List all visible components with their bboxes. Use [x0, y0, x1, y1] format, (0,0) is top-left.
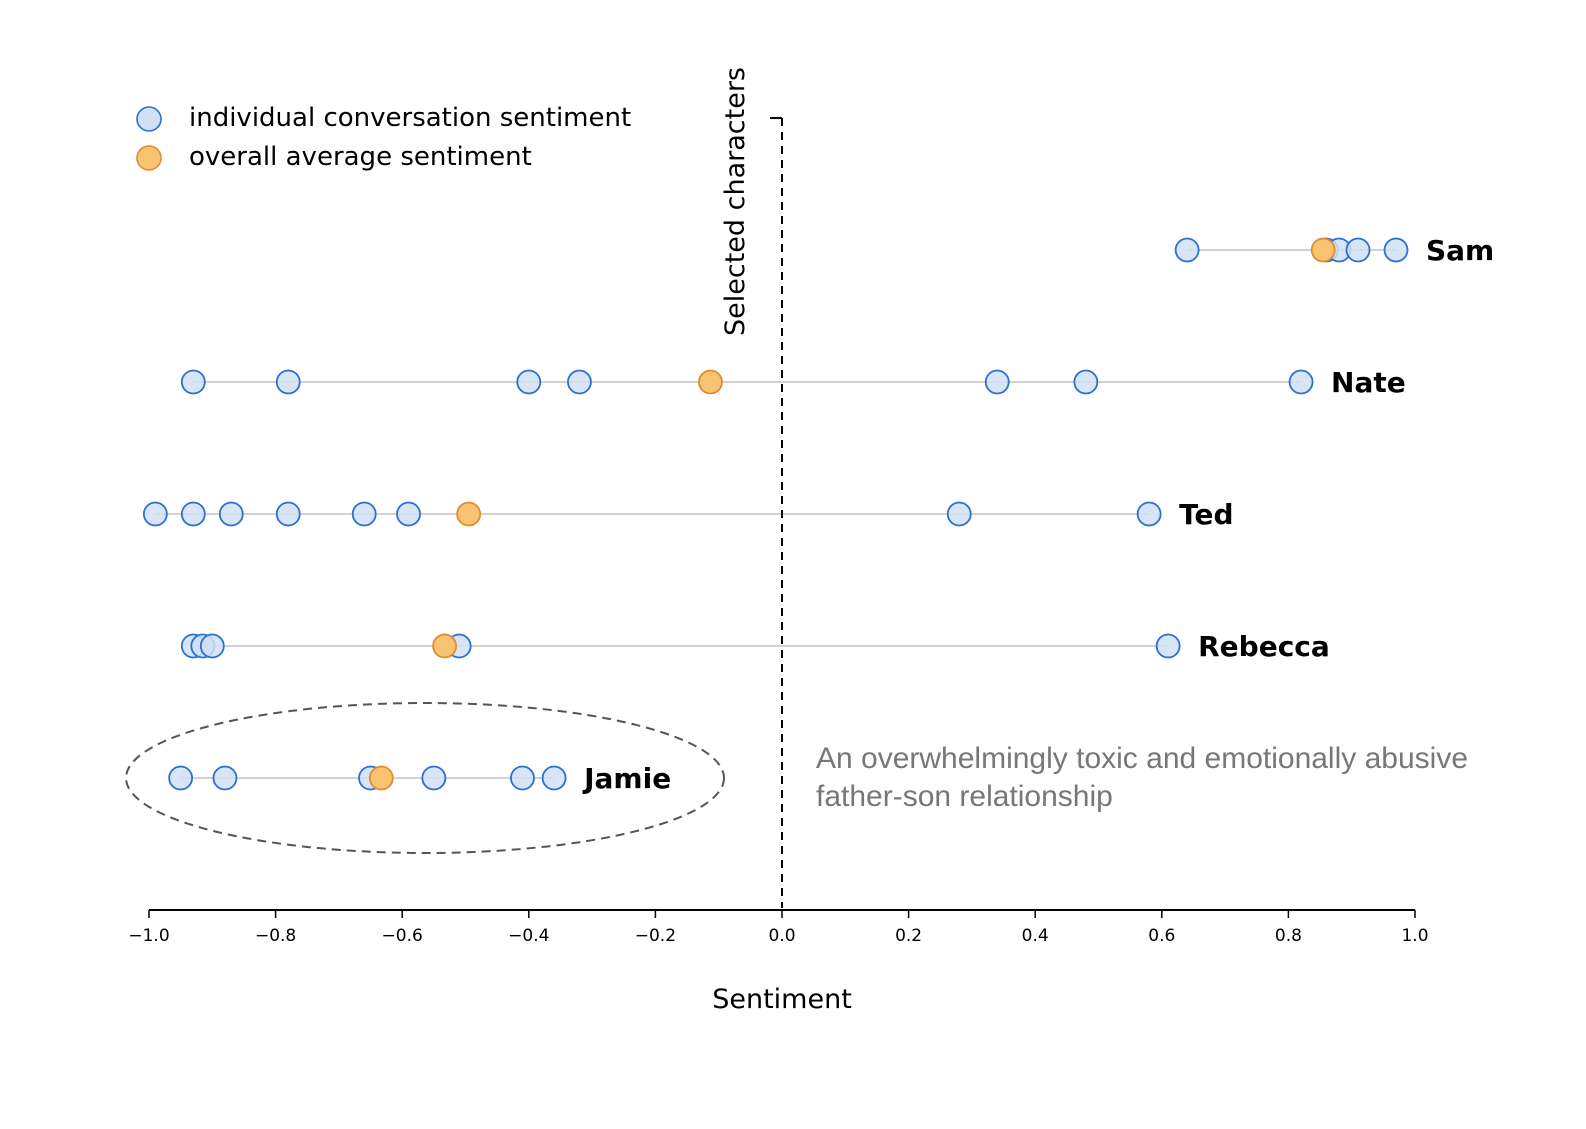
average-point: [1310, 237, 1336, 263]
row-nate: Nate: [180, 366, 1406, 399]
individual-point: [218, 501, 244, 527]
character-label: Sam: [1426, 234, 1494, 267]
average-point: [698, 369, 723, 395]
individual-point: [275, 369, 301, 395]
x-tick-label: 0.2: [895, 926, 922, 946]
individual-point: [1288, 369, 1314, 395]
x-tick-label: −0.8: [255, 926, 296, 946]
x-tick-label: 1.0: [1401, 926, 1428, 946]
x-tick-label: 0.0: [768, 926, 795, 946]
x-tick-label: −0.6: [382, 926, 423, 946]
x-tick-label: −0.2: [635, 926, 676, 946]
individual-point: [421, 765, 447, 791]
character-label: Rebecca: [1198, 630, 1330, 663]
individual-point: [351, 501, 377, 527]
individual-point: [946, 501, 972, 527]
individual-point: [567, 369, 592, 395]
individual-point: [396, 501, 421, 527]
x-axis-title: Sentiment: [712, 984, 852, 1015]
individual-point: [275, 501, 301, 527]
highlight-ellipse: [125, 702, 725, 854]
legend-label-average: overall average sentiment: [189, 142, 532, 172]
legend-marker-average: [136, 145, 162, 171]
x-tick-label: 0.4: [1022, 926, 1049, 946]
individual-point: [541, 765, 567, 791]
character-label: Ted: [1179, 498, 1233, 531]
x-tick-label: −0.4: [508, 926, 549, 946]
row-rebecca: Rebecca: [180, 630, 1330, 663]
x-axis: −1.0 −0.8 −0.6 −0.4 −0.2 0.0 0.2 0.4 0.6 0.8 1.0: [128, 909, 1429, 946]
x-tick-label: 0.8: [1275, 926, 1302, 946]
row-ted: Ted: [142, 498, 1234, 531]
individual-point: [1383, 237, 1409, 263]
legend: individual conversation sentiment overal…: [136, 103, 631, 172]
legend-marker-individual: [136, 106, 162, 132]
row-sam: Sam: [1174, 234, 1494, 267]
individual-point: [510, 765, 535, 791]
reference-line-label: Selected characters: [720, 67, 751, 336]
average-point: [432, 633, 458, 659]
individual-point: [516, 369, 542, 395]
individual-point: [1136, 501, 1162, 527]
character-rows: Sam Nate Ted Rebecca Jamie: [142, 234, 1494, 795]
individual-point: [180, 501, 206, 527]
character-label: Jamie: [582, 762, 671, 795]
individual-point: [212, 765, 238, 791]
annotation-line-2: father-son relationship: [816, 780, 1113, 813]
legend-label-individual: individual conversation sentiment: [189, 103, 631, 133]
x-tick-label: 0.6: [1148, 926, 1175, 946]
character-label: Nate: [1331, 366, 1406, 399]
individual-point: [1174, 237, 1200, 263]
individual-point: [199, 633, 225, 659]
average-point: [368, 765, 394, 791]
individual-point: [142, 501, 168, 527]
annotation-line-1: An overwhelmingly toxic and emotionally …: [816, 742, 1468, 775]
individual-point: [1073, 369, 1099, 395]
row-jamie: Jamie: [168, 762, 671, 795]
individual-point: [180, 369, 206, 395]
individual-point: [1155, 633, 1181, 659]
individual-point: [984, 369, 1010, 395]
individual-point: [1345, 237, 1371, 263]
x-tick-label: −1.0: [128, 926, 169, 946]
average-point: [456, 501, 482, 527]
individual-point: [168, 765, 194, 791]
